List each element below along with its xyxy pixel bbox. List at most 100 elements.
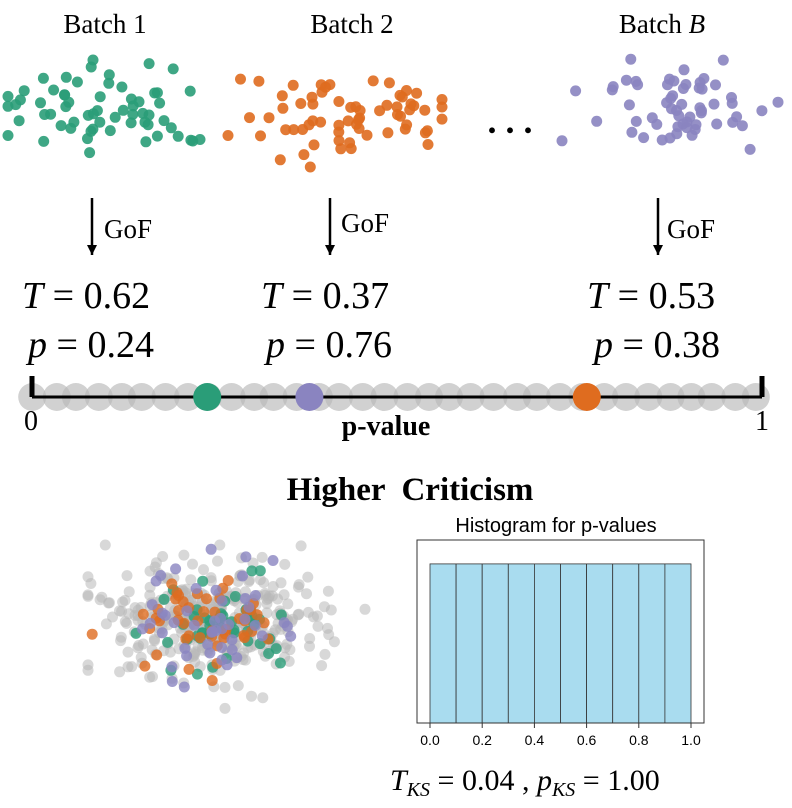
combined-point [146, 599, 158, 611]
combined-point [121, 570, 133, 582]
combined-point [135, 651, 147, 663]
combined-point [214, 539, 226, 551]
combined-point [258, 577, 270, 589]
batch-2-point [263, 112, 275, 124]
batch-1-point [151, 130, 163, 142]
combined-point [149, 635, 160, 647]
histogram-title: Histogram for p-values [455, 515, 656, 537]
combined-point [322, 585, 334, 597]
batch-1-point [127, 108, 139, 120]
batch-b-point [684, 111, 696, 123]
batch-b-point [678, 64, 690, 76]
combined-point [116, 605, 128, 617]
batch-1-point [109, 111, 121, 123]
batch-2-point [422, 139, 434, 150]
batch-2-point [401, 119, 413, 131]
batch-1-point [143, 58, 155, 70]
batch-b-point [696, 105, 707, 117]
batch-b-point [717, 54, 729, 66]
batch-2-point [222, 130, 234, 141]
combined-point [82, 590, 94, 602]
ks-statistic: TKS = 0.04 , pKS = 1.00 [390, 764, 660, 801]
combined-point [166, 676, 178, 687]
batch-2-point [395, 110, 406, 122]
batch-1-point [59, 89, 71, 101]
batch-2-point [411, 87, 423, 99]
batch-b-t-stat: T = 0.53 [587, 275, 715, 317]
combined-point [168, 617, 180, 629]
batch-2-point [253, 75, 265, 87]
batch-2-point [333, 135, 345, 147]
batch-1-label: Batch 1 [63, 9, 146, 39]
combined-point [223, 619, 235, 631]
combined-point [183, 663, 195, 675]
combined-point [205, 575, 217, 587]
p-value-highlighted-dots [193, 383, 601, 411]
combined-point [308, 611, 319, 623]
batch-2-point [383, 77, 395, 89]
combined-point [157, 551, 169, 562]
batch-b-point [591, 115, 603, 127]
batch-2-point [436, 101, 448, 113]
combined-point [129, 602, 141, 614]
batch-1-point [103, 77, 115, 89]
combined-point [206, 675, 218, 686]
batch-b-point [736, 120, 748, 132]
batch-1-point [10, 99, 22, 111]
batch-b-point [556, 135, 568, 147]
batch-1-point [133, 96, 145, 108]
combined-point [144, 589, 156, 601]
batch-1-point [158, 115, 170, 127]
combined-point [239, 593, 251, 604]
combined-point [155, 570, 167, 581]
batch-1-point [2, 90, 14, 102]
combined-point [246, 690, 257, 702]
batch-1-point [187, 135, 199, 147]
batch-2-point [335, 143, 347, 155]
combined-point [119, 594, 131, 606]
combined-point [216, 595, 228, 607]
combined-point [123, 586, 135, 598]
combined-point [239, 632, 250, 644]
combined-point [281, 620, 293, 632]
combined-point [178, 681, 190, 693]
batch-1-point [104, 125, 116, 137]
batch-1-point [71, 76, 83, 88]
batch-1-point [38, 135, 50, 147]
batch-b-point [772, 96, 784, 108]
batch-1-point [117, 104, 129, 116]
combined-point [205, 543, 217, 555]
batch-b-point [666, 103, 677, 115]
batch-2-point [333, 96, 345, 107]
combined-point [254, 565, 266, 577]
batch-1-point [82, 109, 94, 121]
combined-point [256, 551, 268, 563]
combined-point [229, 591, 241, 602]
histogram-x-tick-label: 1.0 [681, 732, 701, 748]
histogram-x-tick-label: 0.4 [525, 732, 545, 748]
gof-arrow-3: GoF [653, 198, 715, 255]
histogram-bars [429, 563, 692, 724]
combined-point [295, 540, 307, 552]
combined-point [179, 642, 191, 654]
combined-point [279, 558, 291, 570]
batch-2-point [235, 73, 246, 85]
histogram-x-ticks: 0.0 0.2 0.4 0.6 0.8 1.0 [420, 723, 701, 748]
batch-b-point [686, 129, 698, 141]
batch-b-scatter [556, 53, 784, 155]
batch-1-p-value: p = 0.24 [25, 324, 154, 366]
batch-1-point [125, 117, 137, 129]
batch-2-point [244, 112, 255, 124]
batch-2-point [408, 100, 420, 112]
ellipsis: . . . [488, 101, 533, 141]
combined-point [275, 577, 287, 589]
combined-point [180, 633, 192, 645]
batch-1-point [142, 119, 154, 131]
batch-2-point [361, 129, 373, 141]
histogram-bar [481, 563, 509, 724]
batch-2-point [304, 161, 316, 173]
batch-2-point [308, 139, 320, 151]
p-value-highlighted-dot [193, 383, 222, 411]
combined-point [156, 607, 168, 619]
combined-point [94, 594, 106, 606]
